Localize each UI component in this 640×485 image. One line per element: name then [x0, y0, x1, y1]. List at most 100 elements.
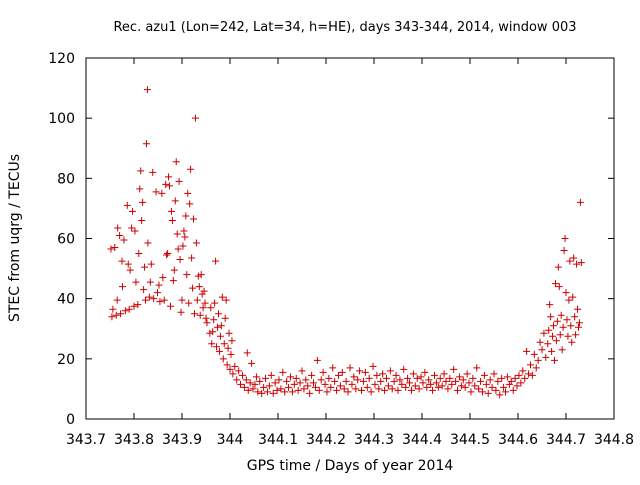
- data-point: [333, 386, 341, 394]
- data-point: [285, 383, 293, 391]
- data-point: [233, 376, 241, 384]
- data-point: [298, 367, 306, 375]
- data-point: [118, 257, 126, 265]
- data-point: [323, 388, 331, 396]
- chart-title: Rec. azu1 (Lon=242, Lat=34, h=HE), days …: [113, 20, 576, 35]
- data-point: [216, 332, 224, 340]
- x-tick-label: 344.1: [258, 432, 298, 448]
- data-point: [574, 323, 582, 331]
- data-point: [480, 371, 488, 379]
- data-point: [375, 385, 383, 393]
- data-point: [566, 257, 574, 265]
- data-point: [182, 212, 190, 220]
- data-point: [226, 365, 234, 373]
- y-tick-label: 100: [48, 111, 75, 127]
- data-point: [195, 283, 203, 291]
- data-point: [221, 314, 229, 322]
- data-point: [342, 377, 350, 385]
- data-point: [222, 296, 230, 304]
- data-point: [121, 307, 129, 315]
- x-tick-label: 344: [217, 432, 244, 448]
- data-point: [181, 233, 189, 241]
- data-point: [237, 380, 245, 388]
- data-point: [214, 310, 222, 318]
- data-point: [172, 158, 180, 166]
- data-point: [547, 313, 555, 321]
- data-point: [183, 271, 191, 279]
- data-point: [186, 200, 194, 208]
- data-point: [198, 290, 206, 298]
- data-point: [551, 280, 559, 288]
- data-point: [174, 245, 182, 253]
- data-point: [450, 365, 458, 373]
- data-point: [367, 388, 375, 396]
- data-point: [550, 356, 558, 364]
- data-point: [568, 338, 576, 346]
- data-point: [143, 86, 151, 94]
- x-tick-label: 343.7: [66, 432, 106, 448]
- data-point: [482, 380, 490, 388]
- data-point: [392, 371, 400, 379]
- data-point: [388, 385, 396, 393]
- data-point: [212, 257, 220, 265]
- data-point: [519, 367, 527, 375]
- data-point: [136, 185, 144, 193]
- data-point: [144, 239, 152, 247]
- data-point: [475, 385, 483, 393]
- data-points: [107, 86, 585, 399]
- data-point: [185, 299, 193, 307]
- data-point: [155, 281, 163, 289]
- data-point: [398, 380, 406, 388]
- data-point: [338, 368, 346, 376]
- data-point: [313, 356, 321, 364]
- data-point: [112, 311, 120, 319]
- data-point: [352, 385, 360, 393]
- y-tick-label: 80: [57, 171, 75, 187]
- data-point: [265, 382, 273, 390]
- data-point: [196, 311, 204, 319]
- data-point: [467, 388, 475, 396]
- data-point: [190, 215, 198, 223]
- data-point: [432, 379, 440, 387]
- data-point: [308, 371, 316, 379]
- data-point: [163, 251, 171, 259]
- data-point: [327, 383, 335, 391]
- data-point: [218, 293, 226, 301]
- data-point: [169, 277, 177, 285]
- data-point: [411, 382, 419, 390]
- data-point: [400, 365, 408, 373]
- data-point: [477, 377, 485, 385]
- data-point: [300, 385, 308, 393]
- data-point: [296, 379, 304, 387]
- data-point: [200, 287, 208, 295]
- data-point: [158, 189, 166, 197]
- data-point: [377, 377, 385, 385]
- data-point: [225, 329, 233, 337]
- data-point: [507, 377, 515, 385]
- data-point: [176, 256, 184, 264]
- data-point: [111, 244, 119, 252]
- data-point: [311, 383, 319, 391]
- data-point: [219, 355, 227, 363]
- data-point: [267, 371, 275, 379]
- y-axis-label: STEC from uqrg / TECUs: [7, 154, 23, 322]
- data-point: [238, 371, 246, 379]
- data-point: [275, 376, 283, 384]
- data-point: [557, 311, 565, 319]
- data-point: [515, 371, 523, 379]
- data-point: [145, 293, 153, 301]
- data-point: [415, 385, 423, 393]
- data-point: [123, 201, 131, 209]
- data-point: [454, 386, 462, 394]
- data-point: [359, 377, 367, 385]
- data-point: [175, 177, 183, 185]
- data-point: [279, 368, 287, 376]
- data-point: [430, 371, 438, 379]
- data-point: [569, 293, 577, 301]
- data-point: [446, 374, 454, 382]
- data-point: [407, 386, 415, 394]
- data-point: [525, 370, 533, 378]
- data-point: [170, 266, 178, 274]
- data-point: [471, 382, 479, 390]
- x-tick-label: 344.2: [306, 432, 346, 448]
